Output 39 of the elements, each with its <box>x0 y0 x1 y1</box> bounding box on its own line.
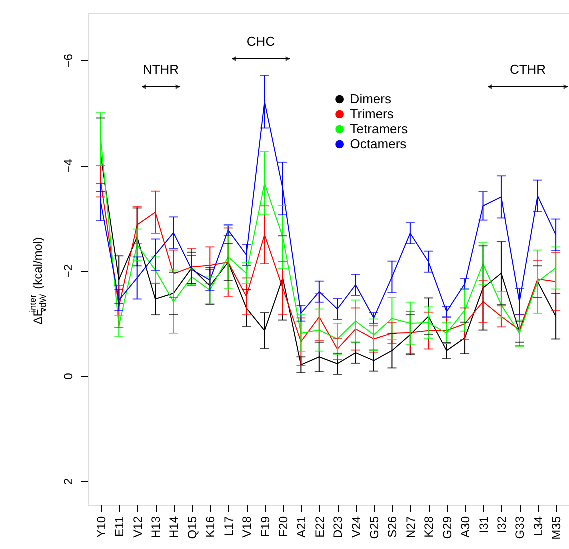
x-tick-label: G33 <box>513 516 528 540</box>
legend-label: Trimers <box>350 106 394 122</box>
x-tick-label: G25 <box>368 516 382 540</box>
x-tick-label: Q15 <box>185 516 200 540</box>
x-tick-label: H14 <box>167 516 182 539</box>
x-tick-label: V18 <box>240 516 254 538</box>
x-tick-label: V24 <box>349 516 364 538</box>
y-tick-label: −6 <box>62 54 76 68</box>
x-tick-label: V12 <box>130 516 145 538</box>
x-tick-label: K28 <box>422 516 436 538</box>
x-tick-label: A21 <box>294 516 309 538</box>
y-tick-label: 2 <box>62 478 76 486</box>
x-tick-label: N27 <box>404 516 418 539</box>
x-tick-label: D23 <box>331 516 346 539</box>
x-tick-label: A30 <box>458 516 473 538</box>
x-tick-label: I32 <box>494 516 509 534</box>
annotation: CTHR <box>510 62 546 77</box>
x-tick-label: L17 <box>222 516 236 537</box>
y-tick-label: 0 <box>62 372 76 380</box>
x-tick-label: F19 <box>258 516 272 538</box>
annotation: NTHR <box>142 62 180 77</box>
x-tick-label: Y10 <box>94 516 108 538</box>
x-tick-label: K16 <box>204 516 218 538</box>
y-tick-label: −4 <box>62 158 76 173</box>
annotation: CHC <box>246 34 276 49</box>
x-tick-label: L34 <box>531 516 546 537</box>
legend-label: Octamers <box>350 136 408 152</box>
x-tick-label: S26 <box>386 516 400 538</box>
x-tick-label: G29 <box>440 516 454 540</box>
x-tick-label: F20 <box>276 516 290 538</box>
x-tick-label: E22 <box>312 516 327 538</box>
x-tick-label: H13 <box>149 516 164 539</box>
x-tick-label: I31 <box>476 516 491 534</box>
x-tick-label: M35 <box>550 516 564 540</box>
x-tick-label: E11 <box>112 516 127 537</box>
y-axis-title: ΔEintervdW (kcal/mol) <box>28 237 48 325</box>
y-tick-label: −2 <box>62 264 76 278</box>
legend-label: Dimers <box>350 92 392 106</box>
legend-label: Tetramers <box>350 122 409 136</box>
